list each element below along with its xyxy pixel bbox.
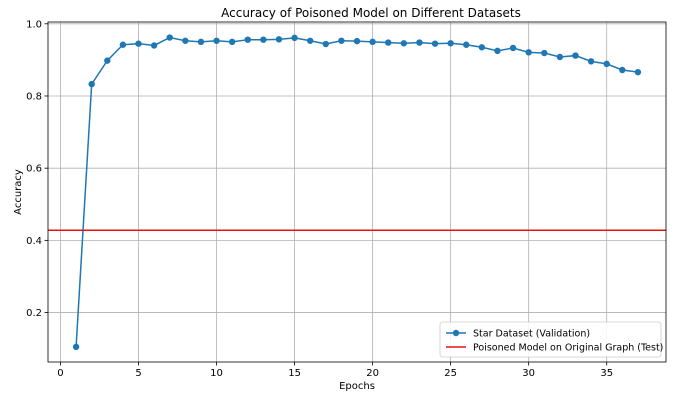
data-point: [260, 36, 267, 43]
data-point: [478, 44, 486, 51]
ticks: 0 5 10 15 20 25 30 35 0.2 0.4 0.6 0.8 1.0: [26, 19, 613, 379]
data-point: [385, 39, 392, 46]
data-point: [166, 34, 173, 41]
data-point: [306, 37, 314, 44]
data-point: [72, 343, 80, 351]
data-point: [150, 42, 158, 49]
data-point: [135, 40, 142, 47]
data-point: [338, 37, 345, 44]
data-point: [416, 39, 423, 46]
data-point: [541, 49, 548, 57]
y-tick-label: 1.0: [26, 19, 42, 30]
legend-box: [439, 321, 662, 358]
x-tick-label: 35: [600, 368, 613, 379]
x-tick-label: 20: [366, 368, 379, 379]
data-point: [587, 58, 595, 65]
chart-title: Accuracy of Poisoned Model on Different …: [221, 6, 521, 20]
grid: [48, 22, 666, 362]
data-point: [244, 36, 251, 43]
x-tick-label: 0: [57, 368, 63, 379]
data-point: [353, 37, 361, 45]
data-point: [228, 38, 236, 46]
data-point: [619, 66, 626, 74]
data-point: [322, 40, 329, 48]
data-point: [556, 53, 564, 61]
data-point: [447, 40, 454, 47]
y-tick-label: 0.2: [26, 308, 42, 319]
y-tick-label: 0.4: [26, 236, 42, 247]
data-point: [275, 36, 283, 43]
legend-marker: [452, 329, 460, 337]
data-point: [494, 47, 501, 55]
data-point: [400, 40, 408, 47]
y-axis-label: Accuracy: [13, 169, 24, 215]
plot-frame: [47, 21, 667, 363]
data-point: [463, 41, 470, 48]
x-axis-label: Epochs: [339, 381, 375, 392]
data-point: [197, 38, 205, 46]
y-tick-label: 0.8: [26, 91, 42, 102]
x-tick-label: 10: [210, 368, 223, 379]
data-point: [119, 41, 127, 48]
data-point: [291, 34, 298, 42]
data-point: [182, 37, 189, 44]
data-point: [88, 80, 95, 88]
data-point: [369, 38, 376, 46]
x-tick-label: 5: [135, 368, 141, 379]
legend: Star Dataset (Validation) Poisoned Model …: [439, 321, 663, 358]
data-point: [213, 37, 220, 44]
y-tick-label: 0.6: [26, 164, 42, 175]
data-point: [634, 68, 642, 76]
data-point: [104, 57, 111, 64]
data-point: [525, 49, 532, 56]
x-tick-label: 25: [444, 368, 457, 379]
data-point: [572, 52, 579, 59]
x-tick-label: 30: [522, 368, 535, 379]
x-tick-label: 15: [288, 368, 301, 379]
legend-label: Poisoned Model on Original Graph (Test): [473, 343, 663, 354]
series-layer: [48, 34, 666, 351]
data-point: [603, 60, 610, 68]
data-point: [431, 40, 439, 47]
data-point: [509, 44, 517, 52]
legend-label: Star Dataset (Validation): [473, 329, 590, 340]
series-line: [75, 36, 639, 347]
